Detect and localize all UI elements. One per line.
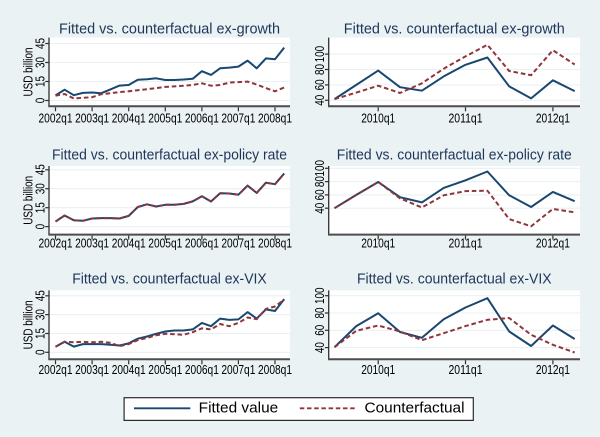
svg-text:100: 100 [313,160,327,177]
svg-text:30: 30 [33,309,47,320]
svg-text:2002q1: 2002q1 [39,362,73,377]
svg-text:2008q1: 2008q1 [258,111,292,126]
svg-text:Fitted value: Fitted value [199,401,279,417]
svg-text:Fitted vs. counterfactual ex-p: Fitted vs. counterfactual ex-policy rate [337,146,572,163]
svg-text:100: 100 [313,287,327,304]
svg-text:2010q1: 2010q1 [361,236,395,251]
svg-text:2005q1: 2005q1 [148,111,182,126]
svg-text:30: 30 [33,183,47,194]
svg-text:2007q1: 2007q1 [221,362,255,377]
svg-text:15: 15 [33,202,47,213]
svg-text:45: 45 [33,38,47,49]
svg-text:2006q1: 2006q1 [185,236,219,251]
svg-text:80: 80 [313,176,327,187]
svg-text:60: 60 [313,325,327,336]
svg-text:2011q1: 2011q1 [449,111,483,126]
svg-text:2012q1: 2012q1 [536,236,570,251]
svg-text:2002q1: 2002q1 [39,111,73,126]
svg-text:2002q1: 2002q1 [39,236,73,251]
svg-text:USD billion: USD billion [22,300,36,349]
svg-text:2003q1: 2003q1 [75,362,109,377]
svg-text:0: 0 [33,224,47,230]
svg-text:80: 80 [313,308,327,319]
svg-text:2010q1: 2010q1 [361,111,395,126]
svg-text:45: 45 [33,164,47,175]
svg-text:2004q1: 2004q1 [112,236,146,251]
svg-text:Fitted vs. counterfactual ex-p: Fitted vs. counterfactual ex-policy rate [52,146,287,163]
svg-text:2011q1: 2011q1 [449,236,483,251]
svg-text:Fitted vs. counterfactual ex-g: Fitted vs. counterfactual ex-growth [59,21,280,38]
svg-text:15: 15 [33,76,47,87]
svg-text:60: 60 [313,189,327,200]
svg-text:30: 30 [33,57,47,68]
svg-text:40: 40 [313,95,327,106]
svg-text:2005q1: 2005q1 [148,236,182,251]
svg-text:USD billion: USD billion [22,176,36,225]
svg-text:2004q1: 2004q1 [112,362,146,377]
svg-text:2003q1: 2003q1 [75,111,109,126]
svg-text:2007q1: 2007q1 [221,111,255,126]
svg-text:2012q1: 2012q1 [536,111,570,126]
svg-text:Fitted vs. counterfactual ex-g: Fitted vs. counterfactual ex-growth [344,21,565,38]
svg-text:100: 100 [313,46,327,63]
svg-text:Fitted vs. counterfactual ex-V: Fitted vs. counterfactual ex-VIX [72,271,267,288]
svg-text:USD billion: USD billion [22,47,36,96]
svg-text:2012q1: 2012q1 [536,362,570,377]
svg-text:2003q1: 2003q1 [75,236,109,251]
svg-text:2006q1: 2006q1 [185,111,219,126]
svg-text:40: 40 [313,342,327,353]
svg-text:2011q1: 2011q1 [449,362,483,377]
svg-text:80: 80 [313,64,327,75]
svg-text:40: 40 [313,203,327,214]
svg-text:0: 0 [33,98,47,104]
svg-text:Counterfactual: Counterfactual [365,401,465,417]
svg-text:2008q1: 2008q1 [258,236,292,251]
svg-text:2008q1: 2008q1 [258,362,292,377]
svg-text:15: 15 [33,328,47,339]
svg-text:2010q1: 2010q1 [361,362,395,377]
svg-text:2005q1: 2005q1 [148,362,182,377]
svg-text:2007q1: 2007q1 [221,236,255,251]
svg-text:45: 45 [33,290,47,301]
svg-text:Fitted vs. counterfactual ex-V: Fitted vs. counterfactual ex-VIX [357,271,552,288]
svg-text:0: 0 [33,350,47,356]
svg-text:60: 60 [313,79,327,90]
svg-text:2004q1: 2004q1 [112,111,146,126]
svg-text:2006q1: 2006q1 [185,362,219,377]
